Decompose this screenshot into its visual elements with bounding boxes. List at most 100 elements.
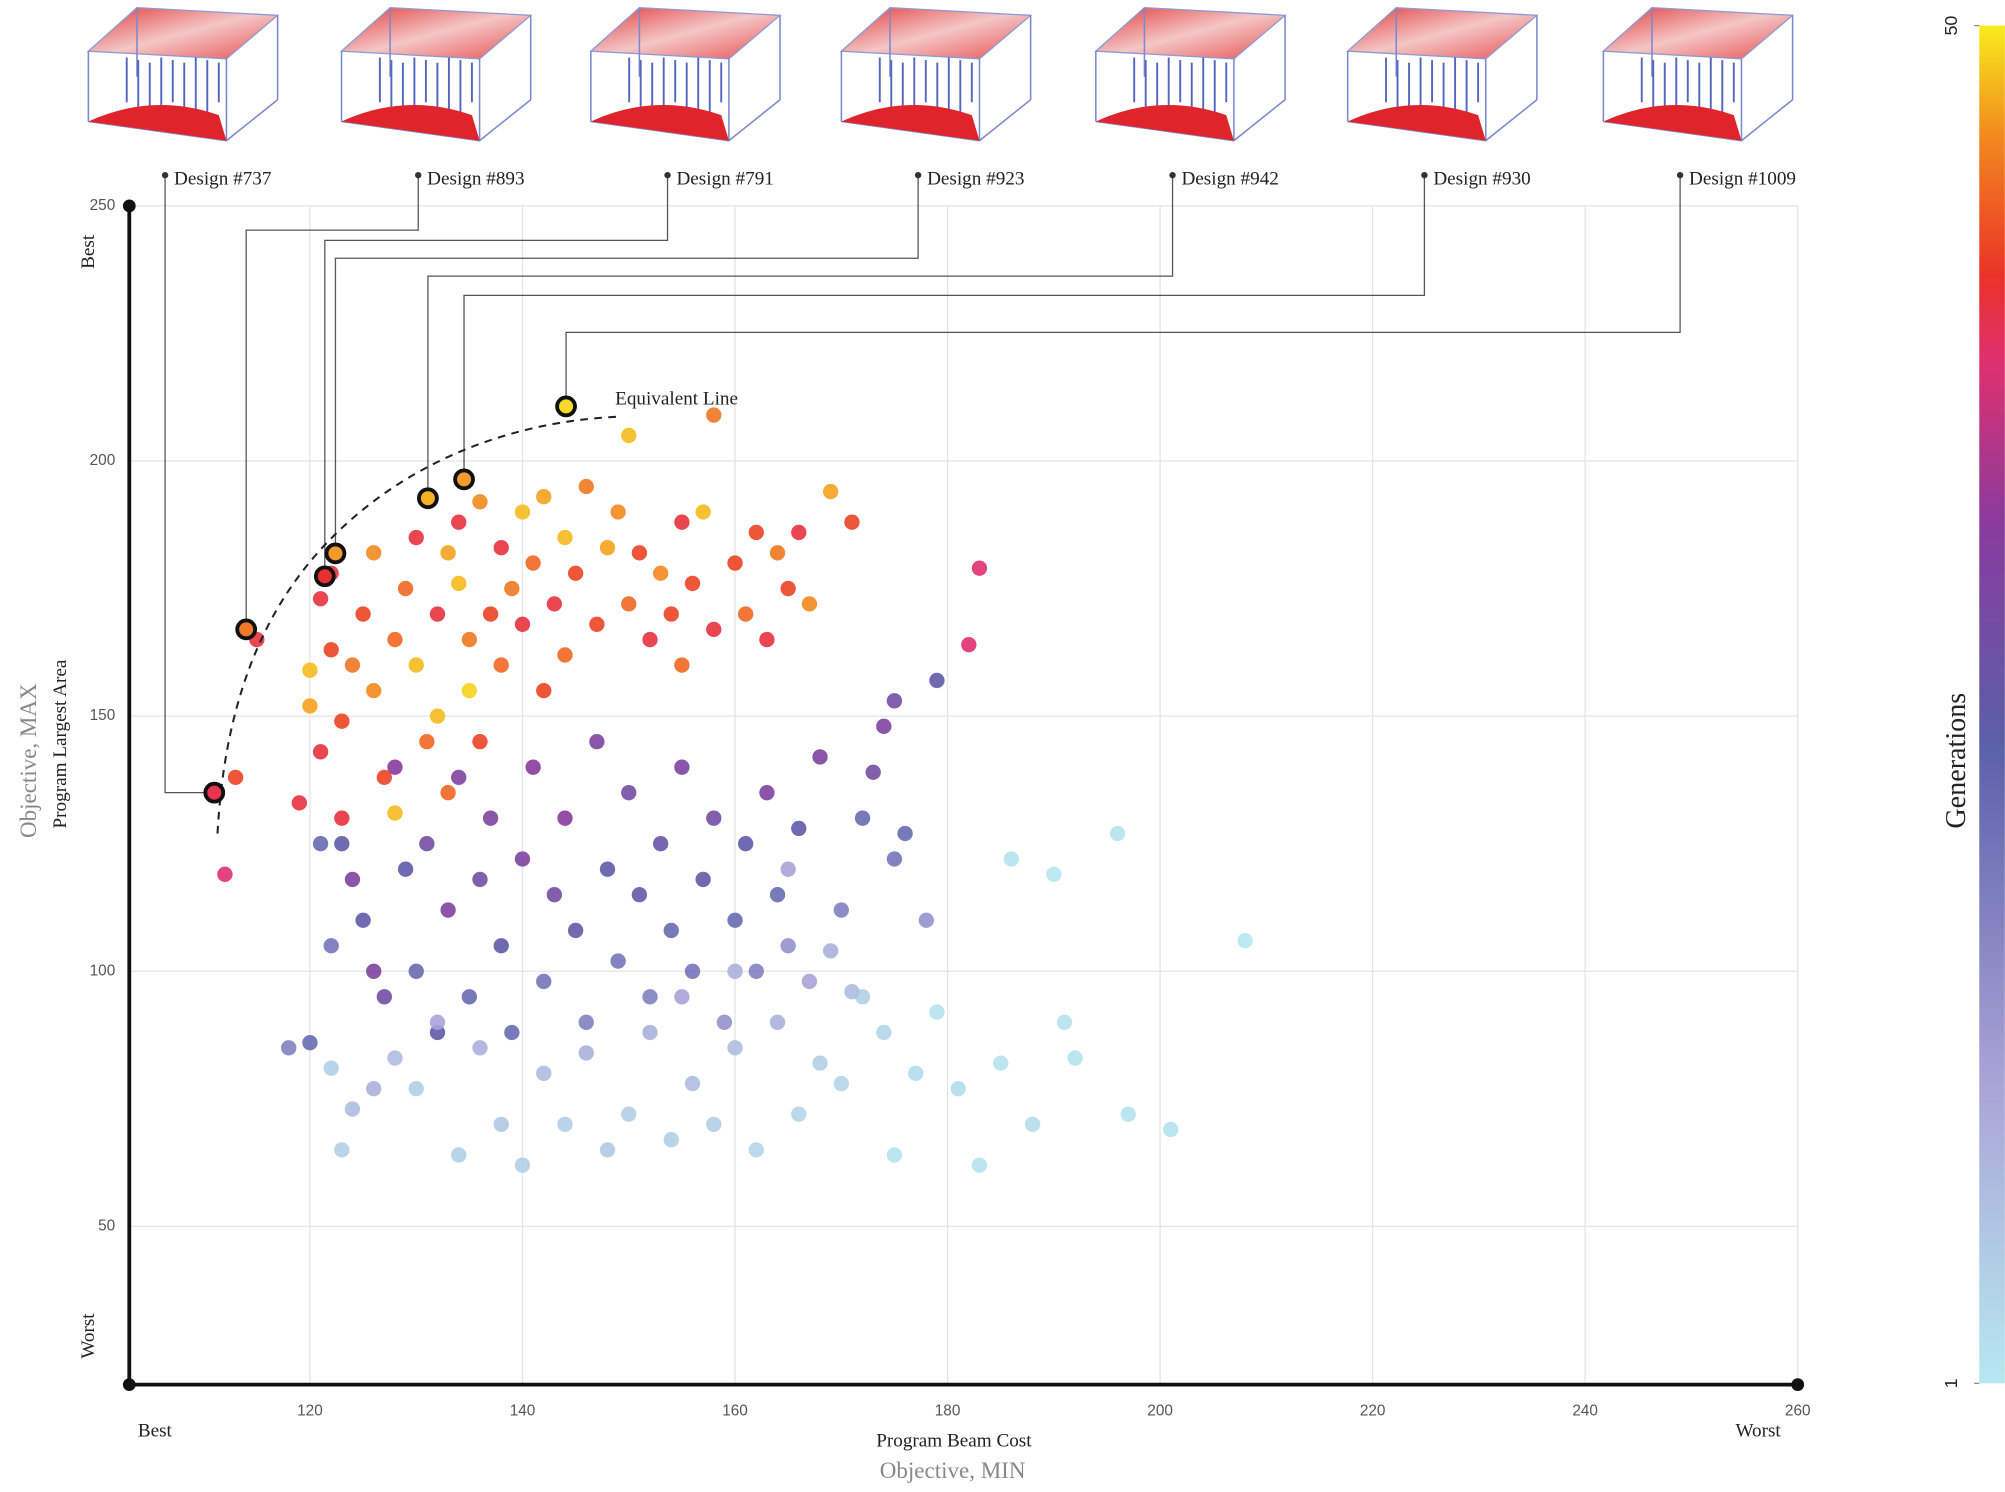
point	[536, 973, 552, 990]
x-tick-label: 160	[722, 1403, 748, 1420]
point	[780, 938, 796, 954]
point	[631, 887, 648, 903]
point	[334, 713, 350, 729]
point	[323, 1060, 339, 1076]
point	[291, 795, 307, 811]
point	[1003, 851, 1019, 867]
axis-end	[1791, 1378, 1805, 1391]
point	[323, 642, 339, 658]
point	[440, 545, 456, 561]
thumb-roof	[839, 7, 1033, 60]
point	[589, 733, 605, 750]
leader-dot	[161, 171, 169, 179]
leader-dot	[1169, 171, 1176, 179]
point	[801, 973, 818, 990]
leader-lines: Design #737 Design #893 Design #791 Design …	[161, 169, 1796, 794]
point	[610, 953, 626, 969]
point	[334, 836, 350, 852]
point	[1056, 1014, 1073, 1030]
point	[578, 478, 594, 495]
point	[599, 540, 616, 556]
point	[461, 682, 478, 699]
axis-end	[122, 199, 136, 213]
point	[716, 1014, 733, 1030]
point	[302, 698, 318, 714]
point	[886, 851, 903, 867]
points	[217, 407, 1253, 1173]
point	[525, 759, 541, 775]
point	[504, 1024, 520, 1041]
point	[408, 963, 424, 979]
point	[791, 524, 807, 541]
thumb-roof	[339, 7, 533, 60]
highlighted-points	[203, 395, 577, 804]
design-label: Design #930	[1433, 169, 1530, 190]
point	[674, 989, 690, 1005]
x-tick-label: 180	[935, 1403, 961, 1420]
point	[366, 1080, 382, 1097]
point	[929, 672, 945, 689]
point	[844, 984, 860, 1000]
y-tick-label: 150	[90, 707, 116, 724]
point	[684, 963, 701, 979]
point	[886, 1147, 903, 1163]
point	[323, 938, 339, 954]
leader-dot	[1676, 171, 1684, 179]
point	[302, 1035, 318, 1051]
x-end-label: Best	[138, 1420, 173, 1441]
point	[610, 504, 626, 520]
point	[822, 943, 839, 959]
point	[706, 621, 722, 638]
point	[748, 524, 764, 541]
thumb-base	[1603, 104, 1742, 141]
point	[472, 1040, 488, 1056]
point	[344, 871, 361, 888]
point	[557, 647, 573, 663]
point	[706, 1116, 722, 1133]
point	[748, 1142, 764, 1158]
highlighted-point	[324, 542, 347, 565]
point	[684, 575, 701, 592]
point	[759, 631, 775, 648]
point	[663, 606, 679, 622]
point	[546, 887, 563, 903]
point	[536, 682, 552, 699]
point	[1024, 1116, 1041, 1133]
point	[525, 555, 541, 571]
x-tick-label: 260	[1785, 1403, 1811, 1420]
point	[536, 489, 552, 505]
point	[408, 529, 424, 546]
point	[355, 606, 371, 622]
design-label: Design #923	[927, 169, 1024, 190]
point	[727, 912, 743, 928]
point	[918, 912, 934, 928]
point	[429, 708, 446, 724]
point	[557, 1116, 573, 1133]
grid: 120 140 160 180 200 220 240 260 50 100 150 200 250	[90, 197, 1811, 1420]
point	[461, 631, 478, 648]
point	[599, 861, 616, 877]
point	[695, 504, 711, 520]
point	[769, 887, 786, 903]
point	[504, 580, 520, 597]
point	[281, 1040, 297, 1056]
point	[312, 836, 329, 852]
point	[674, 759, 690, 775]
colorbar-tick-label: 50	[1941, 16, 1961, 36]
point	[801, 596, 818, 612]
point	[451, 1147, 467, 1163]
equivalent-line	[216, 415, 617, 834]
point	[472, 733, 488, 750]
point	[844, 514, 860, 530]
point	[440, 902, 456, 918]
point	[971, 1157, 988, 1173]
leader-line	[427, 175, 1174, 499]
point	[546, 596, 563, 612]
point	[748, 963, 764, 979]
point	[408, 1080, 424, 1097]
axis-end	[122, 1378, 136, 1391]
point	[387, 1050, 403, 1066]
point	[451, 514, 467, 530]
point	[429, 1014, 446, 1030]
point	[355, 912, 371, 928]
